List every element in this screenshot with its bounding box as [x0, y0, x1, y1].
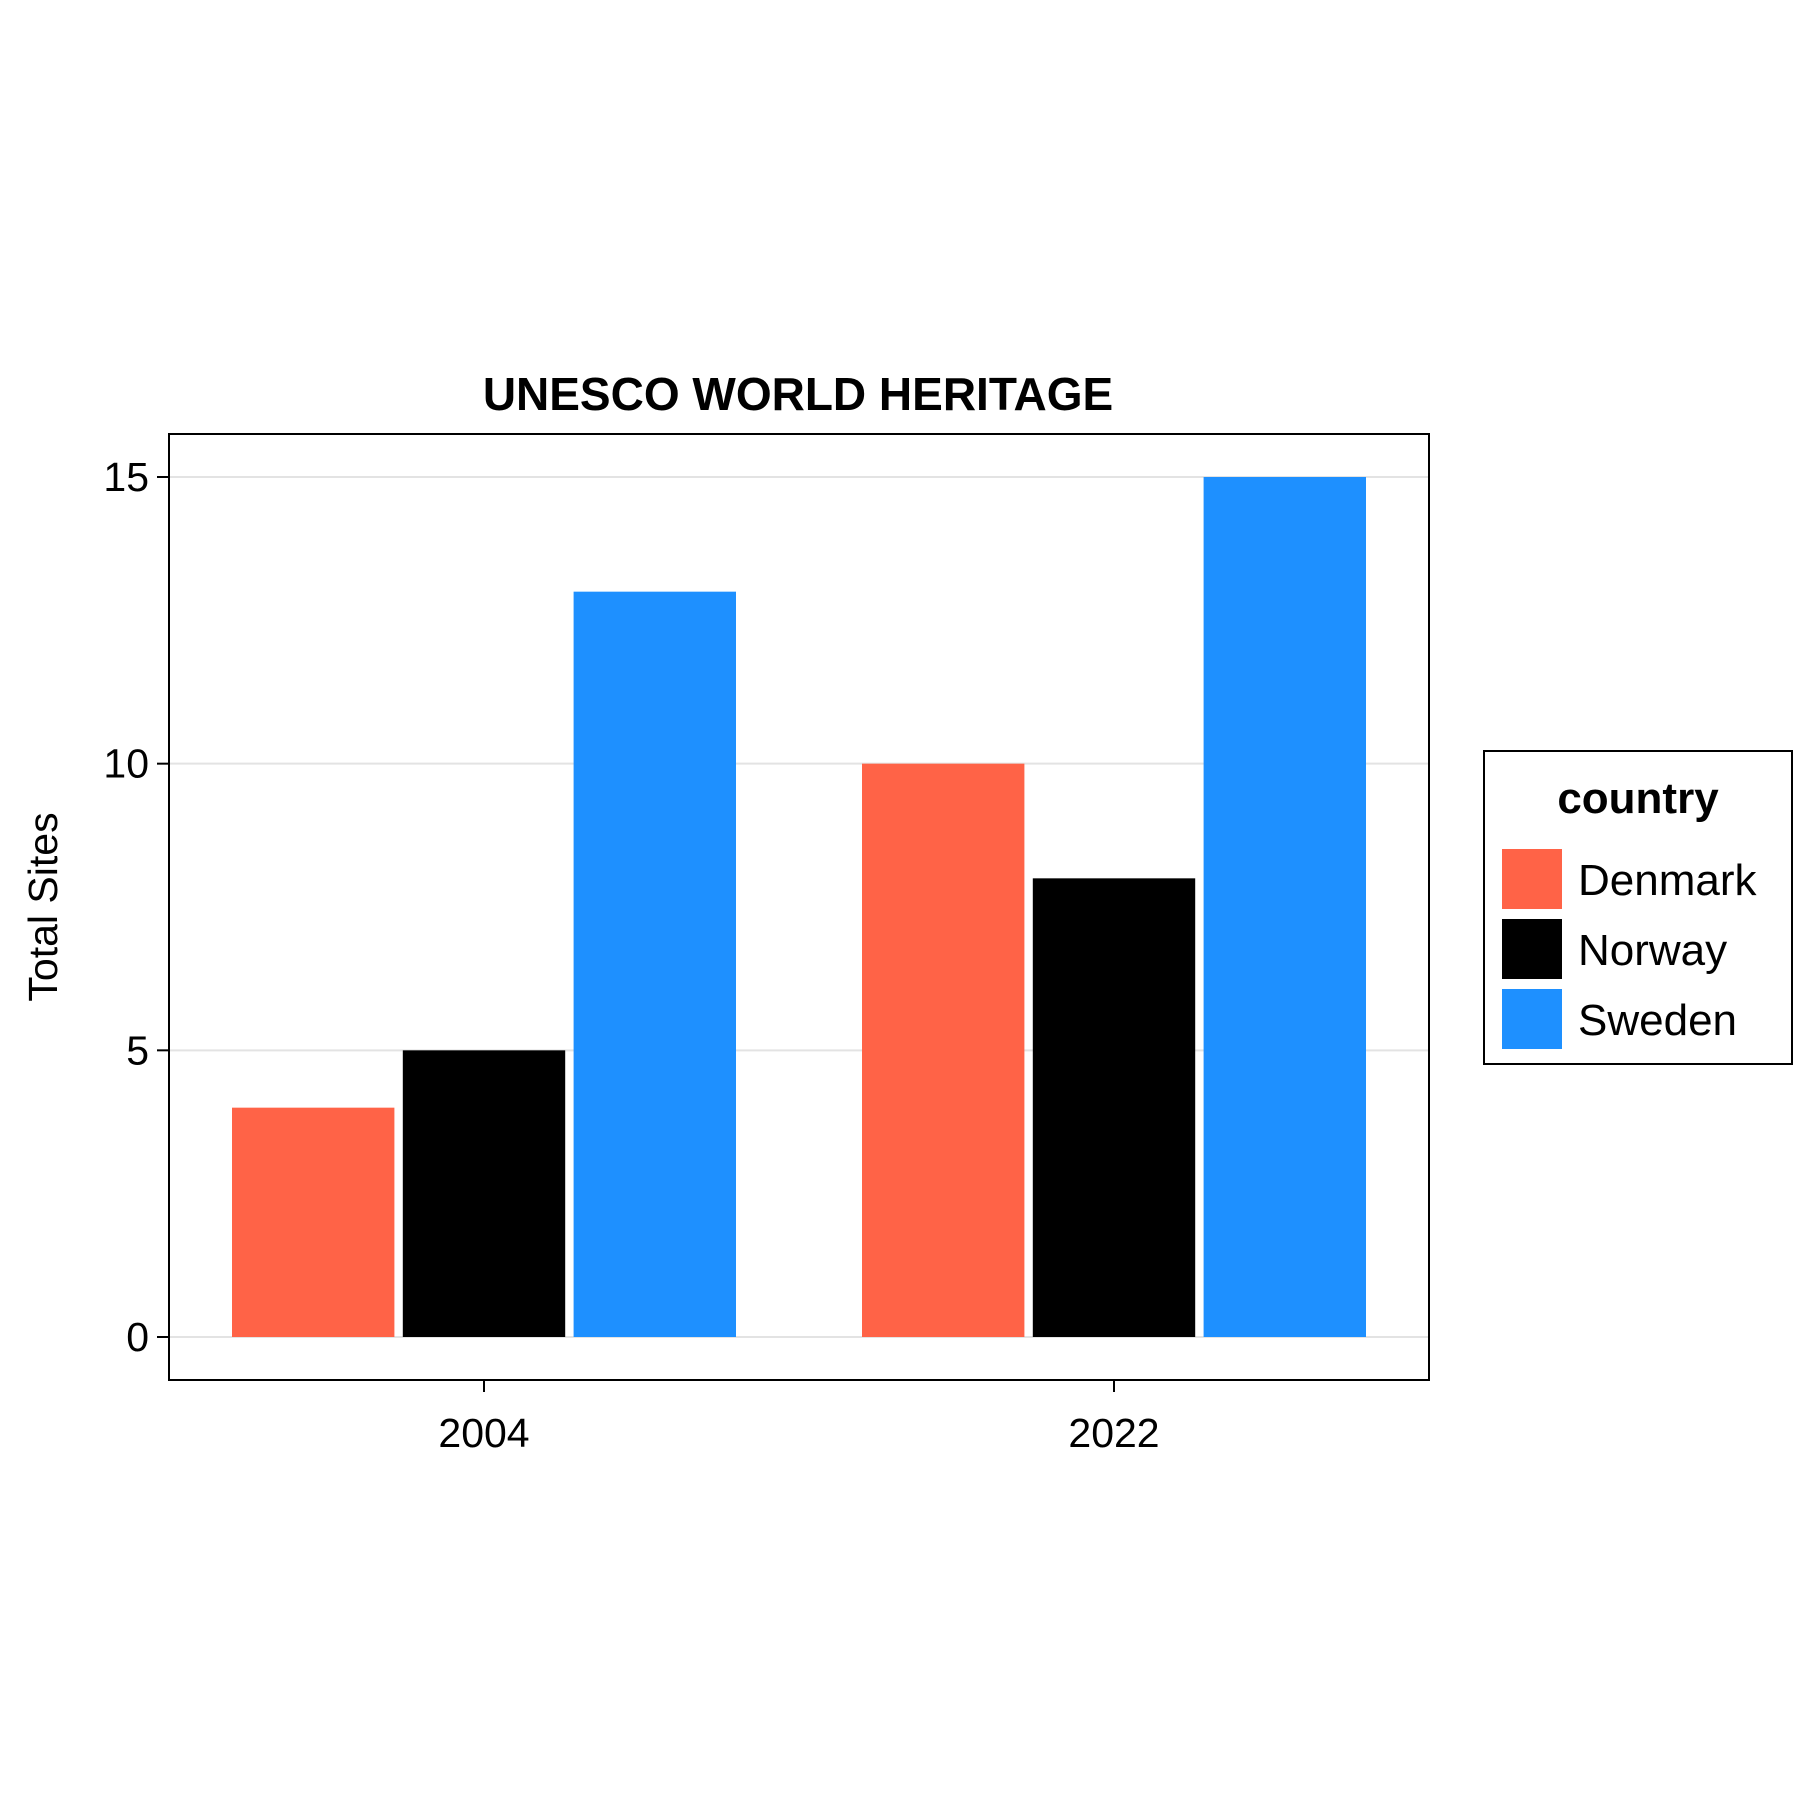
legend: country Denmark Norway Sweden — [1483, 750, 1793, 1065]
legend-label-sweden: Sweden — [1578, 996, 1737, 1045]
x-tick-label: 2004 — [438, 1410, 529, 1456]
legend-swatch-sweden — [1502, 989, 1562, 1049]
plot-area-frame — [168, 433, 1430, 1381]
y-axis-ticks: 0 5 10 15 — [103, 454, 169, 1360]
legend-label-denmark: Denmark — [1578, 856, 1757, 905]
legend-title: country — [1557, 774, 1719, 823]
legend-items: Denmark Norway Sweden — [1502, 849, 1757, 1049]
x-axis-ticks: 2004 2022 — [438, 1380, 1160, 1456]
y-tick-label: 0 — [126, 1314, 149, 1360]
bar-denmark-2022 — [862, 763, 1025, 1337]
legend-swatch-norway — [1502, 919, 1562, 979]
bar-sweden-2022 — [1203, 477, 1366, 1337]
bar-norway-2004 — [402, 1050, 566, 1337]
legend-label-norway: Norway — [1578, 926, 1727, 975]
bar-denmark-2004 — [232, 1107, 395, 1337]
bar-sweden-2004 — [573, 591, 736, 1337]
legend-swatch-denmark — [1502, 849, 1562, 909]
bar-norway-2022 — [1032, 878, 1196, 1337]
x-tick-label: 2022 — [1068, 1410, 1159, 1456]
y-tick-label: 10 — [103, 741, 149, 787]
y-axis-title: Total Sites — [20, 812, 66, 1001]
y-tick-label: 15 — [103, 454, 149, 500]
bars — [232, 477, 1366, 1337]
y-tick-label: 5 — [126, 1027, 149, 1073]
chart-title: UNESCO WORLD HERITAGE — [483, 368, 1113, 420]
